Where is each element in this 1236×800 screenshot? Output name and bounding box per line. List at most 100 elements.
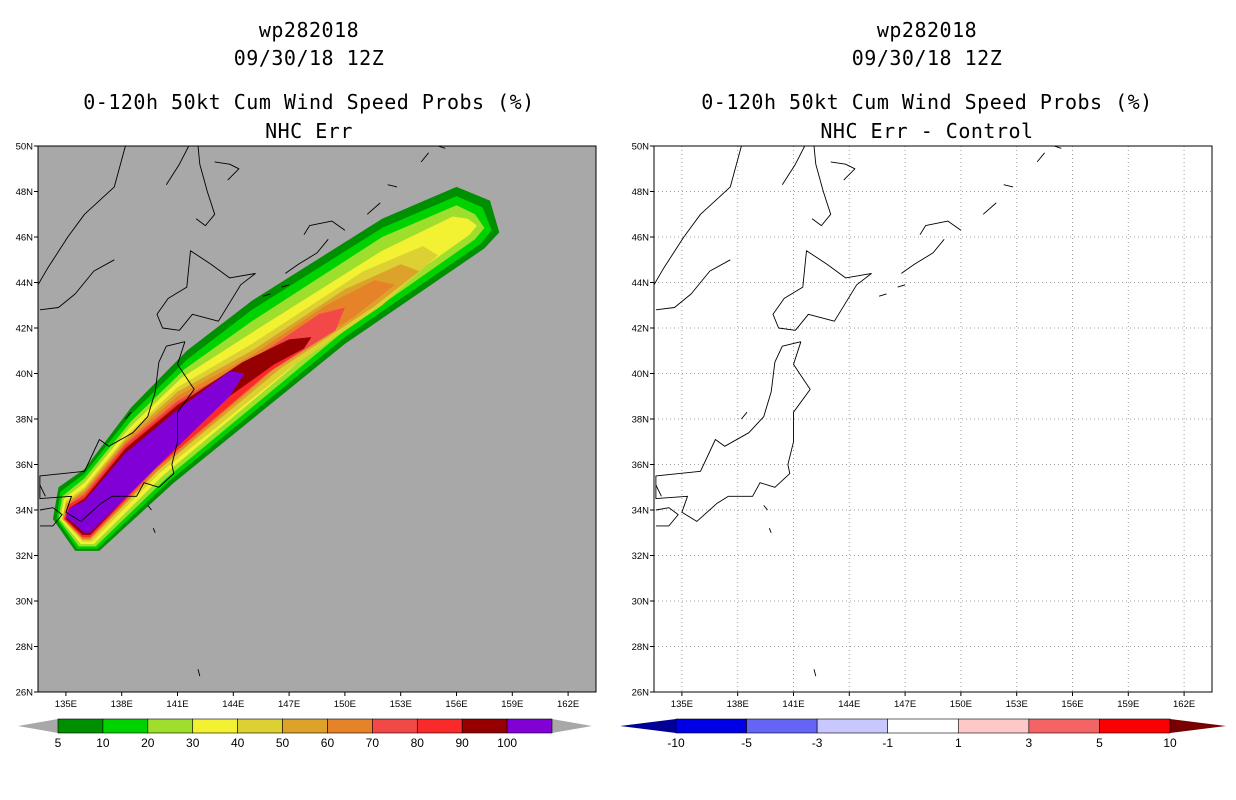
left-coastline-16 (125, 411, 132, 420)
right-xtick-label-147: 147E (894, 699, 916, 710)
left-colorbar-label-80: 80 (411, 736, 425, 750)
left-xtick-label-156: 156E (445, 699, 467, 710)
right-xtick-label-135: 135E (671, 699, 693, 710)
right-colorbar-label-5: 5 (1096, 736, 1103, 750)
left-ytick-label-38: 38N (16, 415, 34, 426)
left-ytick-label-50: 50N (16, 142, 34, 153)
left-xtick-label-138: 138E (111, 699, 133, 710)
right-ytick-label-36: 36N (632, 460, 650, 471)
left-ytick-label-32: 32N (16, 551, 34, 562)
right-coastline-12 (1036, 152, 1045, 163)
left-coastline-0 (156, 250, 256, 331)
left-colorbar-label-100: 100 (497, 736, 517, 750)
left-xtick-label-159: 159E (501, 699, 523, 710)
left-coastline-4 (195, 146, 216, 227)
right-coastline-5 (830, 161, 856, 181)
left-colorbar-label-5: 5 (55, 736, 62, 750)
right-colorbar-swatch-5 (1028, 718, 1100, 734)
left-colorbar-swatch-0 (57, 718, 104, 734)
right-coastline-7 (654, 146, 742, 286)
left-colorbar-swatch-10 (506, 718, 553, 734)
right-coastline-20 (655, 259, 731, 311)
left-coastline-5 (214, 161, 240, 181)
right-coastline-18 (768, 528, 772, 533)
left-colorbar-high-arrow (552, 719, 592, 733)
right-colorbar-swatch-1 (746, 718, 818, 734)
right-ytick-label-32: 32N (632, 551, 650, 562)
left-ytick-label-48: 48N (16, 187, 34, 198)
left-coastline-7 (38, 146, 126, 286)
left-probability-map: 135E 138E 141E 144E 147E 150E 153E 156E 159E 162E… (16, 142, 597, 750)
left-colorbar-label-10: 10 (96, 736, 110, 750)
left-colorbar-swatch-1 (102, 718, 149, 734)
right-difference-map: 135E 138E 141E 144E 147E 150E 153E 156E 159E 162E… (620, 142, 1226, 750)
left-coastline-12 (420, 152, 429, 163)
right-coastline-0 (772, 250, 872, 331)
right-colorbar-label-3: 3 (1026, 736, 1033, 750)
right-ytick-label-46: 46N (632, 233, 650, 244)
left-xtick-label-144: 144E (222, 699, 244, 710)
left-xtick-label-147: 147E (278, 699, 300, 710)
left-xtick-label-162: 162E (557, 699, 579, 710)
left-coastline-19 (197, 669, 201, 677)
left-ytick-label-28: 28N (16, 642, 34, 653)
left-prob-contour-100 (65, 371, 245, 533)
left-ytick-label-36: 36N (16, 460, 34, 471)
left-coastline-1 (39, 341, 195, 522)
right-colorbar-swatch-6 (1099, 718, 1171, 734)
left-coastline-6 (165, 146, 190, 185)
left-coastline-2 (39, 507, 63, 527)
left-colorbar-label-70: 70 (366, 736, 380, 750)
left-ytick-label-30: 30N (16, 597, 34, 608)
left-xtick-label-135: 135E (55, 699, 77, 710)
left-colorbar-swatch-2 (147, 718, 194, 734)
right-coastline-6 (781, 146, 806, 185)
right-xtick-label-150: 150E (950, 699, 972, 710)
right-xtick-label-141: 141E (782, 699, 804, 710)
right-coastline-14 (878, 293, 887, 297)
left-ytick-label-42: 42N (16, 324, 34, 335)
right-coastline-1 (655, 341, 811, 522)
left-coastline-20 (39, 259, 115, 311)
left-colorbar-swatch-6 (327, 718, 373, 734)
left-colorbar-label-40: 40 (231, 736, 245, 750)
left-xtick-label-150: 150E (334, 699, 356, 710)
left-storm-id: wp282018 (258, 18, 360, 42)
right-coastline-3 (655, 484, 662, 497)
left-colorbar-swatch-8 (416, 718, 463, 734)
left-colorbar-label-30: 30 (186, 736, 200, 750)
left-colorbar-label-90: 90 (456, 736, 470, 750)
left-colorbar-label-20: 20 (141, 736, 155, 750)
left-coastline-14 (262, 293, 271, 297)
left-coastline-18 (152, 528, 156, 533)
left-ytick-label-26: 26N (16, 688, 34, 699)
left-coastline-17 (147, 505, 152, 511)
left-colorbar-label-60: 60 (321, 736, 335, 750)
right-ytick-label-44: 44N (632, 278, 650, 289)
right-coastline-19 (813, 669, 817, 677)
left-ytick-label-40: 40N (16, 369, 34, 380)
right-colorbar-swatch-2 (816, 718, 889, 734)
right-ytick-label-34: 34N (632, 506, 650, 517)
right-colorbar-swatch-0 (675, 718, 747, 734)
right-colorbar-low-arrow (620, 719, 676, 733)
right-coastline-9 (919, 220, 962, 235)
right-colorbar-label--10: -10 (667, 736, 685, 750)
right-ytick-label-28: 28N (632, 642, 650, 653)
left-datetime: 09/30/18 12Z (233, 46, 385, 70)
right-xtick-label-144: 144E (838, 699, 860, 710)
right-coastline-2 (655, 507, 679, 527)
right-datetime: 09/30/18 12Z (851, 46, 1003, 70)
left-xtick-label-153: 153E (390, 699, 412, 710)
right-ytick-label-38: 38N (632, 415, 650, 426)
left-colorbar-low-arrow (18, 719, 58, 733)
left-coastline-11 (387, 184, 398, 188)
right-subtitle: NHC Err - Control (820, 119, 1034, 143)
right-product-title: 0-120h 50kt Cum Wind Speed Probs (%) (701, 90, 1153, 114)
right-coastline-4 (811, 146, 832, 227)
left-colorbar-swatch-9 (461, 718, 508, 734)
right-coastline-15 (897, 284, 906, 288)
right-colorbar-label-10: 10 (1163, 736, 1177, 750)
right-ytick-label-40: 40N (632, 369, 650, 380)
left-colorbar-swatch-5 (282, 718, 328, 734)
